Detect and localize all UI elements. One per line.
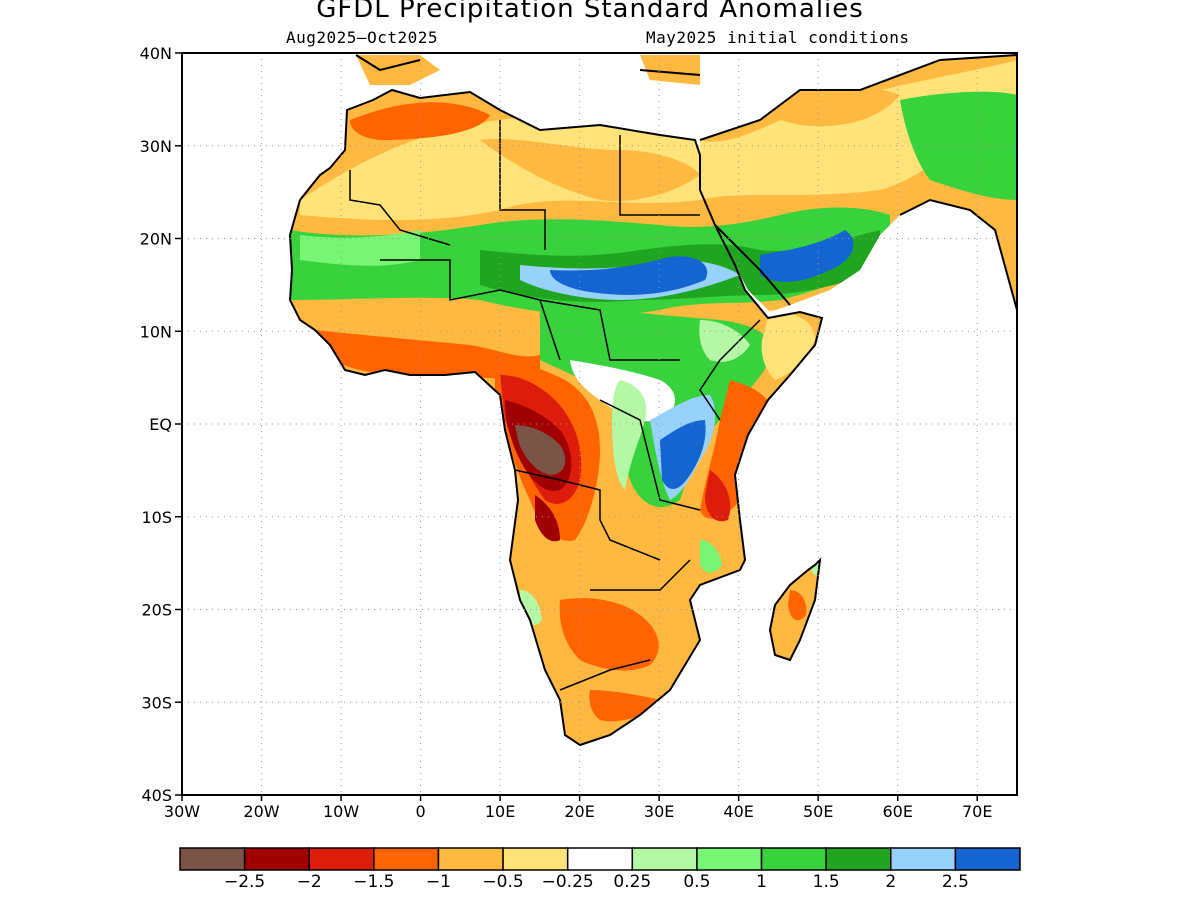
lon-tick-label: 50E: [803, 802, 833, 821]
lat-tick-label: 40N: [140, 44, 172, 63]
legend-swatch: [696, 847, 763, 871]
lat-tick-label: EQ: [149, 415, 172, 434]
longitude-axis: 30W 20W 10W 0 10E 20E 30E 40E 50E 60E 70E: [164, 795, 992, 821]
lat-tick-label: 20S: [141, 601, 172, 620]
legend-swatch: [631, 847, 698, 871]
lon-tick-label: 60E: [882, 802, 912, 821]
color-legend: −2.5 −2 −1.5 −1 −0.5 −0.25 0.25 0.5 1 1.5 2 2.5: [179, 847, 1021, 892]
legend-label: −2: [297, 872, 322, 892]
lat-tick-label: 30S: [141, 693, 172, 712]
lon-tick-label: 10W: [323, 802, 359, 821]
legend-label: 0.25: [613, 872, 651, 892]
legend-label: 2.5: [942, 872, 969, 892]
lon-tick-label: 70E: [962, 802, 992, 821]
legend-swatch: [502, 847, 569, 871]
lon-tick-label: 40E: [723, 802, 753, 821]
country-borders: [349, 120, 761, 691]
lat-tick-label: 10S: [141, 508, 172, 527]
lon-tick-label: 10E: [485, 802, 515, 821]
legend-swatch: [179, 847, 246, 871]
legend-label: 1.5: [813, 872, 840, 892]
legend-swatch: [825, 847, 892, 871]
lat-tick-label: 10N: [140, 322, 172, 341]
legend-label: −1.5: [353, 872, 394, 892]
latitude-axis: 40N 30N 20N 10N EQ 10S 20S 30S 40S: [140, 44, 182, 805]
lon-tick-label: 30W: [164, 802, 200, 821]
legend-label: −1: [426, 872, 451, 892]
legend-swatch: [954, 847, 1021, 871]
legend-label: 0.5: [683, 872, 710, 892]
legend-swatch: [243, 847, 310, 871]
lat-tick-label: 40S: [141, 786, 172, 805]
coastlines: [288, 54, 1018, 747]
initial-conditions: May2025 initial conditions: [646, 28, 910, 47]
lat-tick-label: 30N: [140, 137, 172, 156]
gridlines: [182, 53, 1017, 795]
forecast-period: Aug2025–Oct2025: [286, 28, 438, 47]
lon-tick-label: 20E: [564, 802, 594, 821]
lon-tick-label: 20W: [243, 802, 279, 821]
lon-tick-label: 30E: [644, 802, 674, 821]
legend-swatch: [760, 847, 827, 871]
legend-label: 1: [756, 872, 767, 892]
legend-swatch: [566, 847, 634, 871]
legend-label: −2.5: [224, 872, 265, 892]
lon-tick-label: 0: [415, 802, 425, 821]
legend-swatch: [373, 847, 440, 871]
legend-swatch: [308, 847, 375, 871]
legend-label: −0.25: [542, 872, 594, 892]
legend-label: 2: [885, 872, 896, 892]
lat-tick-label: 20N: [140, 230, 172, 249]
map-title: GFDL Precipitation Standard Anomalies: [316, 0, 864, 24]
legend-swatch: [890, 847, 957, 871]
legend-swatch: [437, 847, 504, 871]
legend-label: −0.5: [482, 872, 523, 892]
